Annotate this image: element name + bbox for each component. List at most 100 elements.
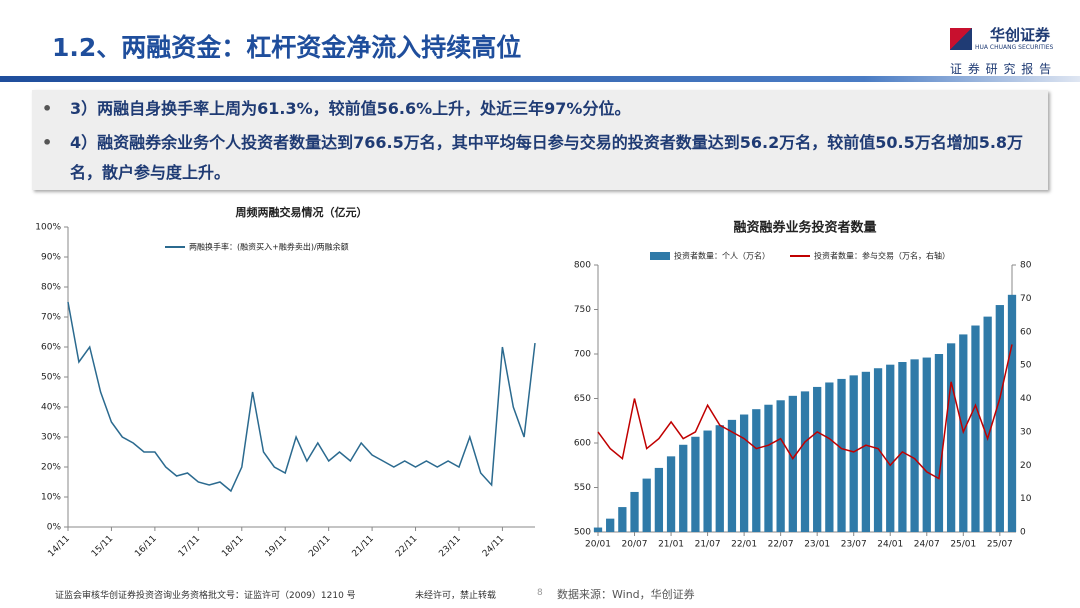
bar bbox=[703, 430, 712, 532]
chart: 融资融券业务投资者数量 500 550 600 650 700 750 800 0 10 20 30 4… bbox=[574, 220, 1032, 550]
x-tick-label: 23/01 bbox=[804, 540, 830, 550]
x-tick-label: 22/11 bbox=[394, 534, 419, 559]
bar bbox=[849, 375, 858, 532]
chart-title: 周频两融交易情况（亿元） bbox=[236, 205, 368, 219]
bar bbox=[727, 419, 737, 532]
bar bbox=[654, 467, 664, 532]
bar bbox=[630, 491, 639, 532]
bar bbox=[922, 357, 931, 532]
x-tick-label: 15/11 bbox=[90, 534, 115, 559]
bar bbox=[813, 386, 822, 532]
y-tick-label: 700 bbox=[574, 350, 591, 360]
bar bbox=[886, 364, 895, 532]
x-tick-label: 20/01 bbox=[585, 540, 611, 550]
x-tick-label: 21/07 bbox=[695, 540, 721, 550]
legend-label: 投资者数量：参与交易（万名，右轴） bbox=[814, 251, 950, 261]
y-tick-label: 80% bbox=[41, 283, 61, 293]
x-tick-label: 22/07 bbox=[768, 540, 794, 550]
bar bbox=[739, 414, 749, 532]
x-tick-label: 17/11 bbox=[177, 534, 202, 559]
x-tick-label: 24/07 bbox=[914, 540, 940, 550]
bar bbox=[752, 409, 761, 532]
bullet: • 4）融资融券余业务个人投资者数量达到766.5万名，其中平均每日参与交易的投资… bbox=[42, 128, 1032, 188]
bar bbox=[873, 368, 883, 532]
x-tick-label: 20/07 bbox=[622, 540, 648, 550]
bar bbox=[800, 391, 810, 532]
bar bbox=[898, 362, 907, 532]
bar bbox=[861, 371, 871, 532]
summary-box: • 3）两融自身换手率上周为61.3%，较前值56.6%上升，处近三年97%分位。… bbox=[32, 90, 1048, 190]
y-tick-label: 20% bbox=[41, 463, 61, 473]
y-tick-label: 80 bbox=[1020, 261, 1032, 271]
bar bbox=[983, 316, 992, 532]
bar bbox=[764, 404, 773, 532]
line-series bbox=[597, 344, 1013, 480]
x-tick-label: 23/11 bbox=[437, 534, 462, 559]
y-tick-label: 50% bbox=[41, 373, 61, 383]
y-tick-label: 100% bbox=[35, 223, 61, 233]
y-tick-label: 70% bbox=[41, 313, 61, 323]
y-tick-label: 30% bbox=[41, 433, 61, 443]
logo-en: HUA CHUANG SECURITIES bbox=[975, 44, 1054, 51]
y-tick-label: 0 bbox=[1020, 528, 1026, 538]
header-rule bbox=[0, 76, 1080, 82]
x-tick-label: 23/07 bbox=[841, 540, 867, 550]
page-number: 8 bbox=[537, 588, 543, 598]
y-tick-label: 30 bbox=[1020, 427, 1032, 437]
legend-label: 投资者数量：个人（万名） bbox=[674, 251, 770, 261]
x-tick-label: 24/01 bbox=[877, 540, 903, 550]
bullet-text: 4）融资融券余业务个人投资者数量达到766.5万名，其中平均每日参与交易的投资者… bbox=[70, 133, 1024, 182]
logo-mark bbox=[950, 28, 972, 50]
bullet: • 3）两融自身换手率上周为61.3%，较前值56.6%上升，处近三年97%分位。 bbox=[42, 94, 1032, 124]
y-tick-label: 0% bbox=[47, 523, 62, 533]
chart-title: 融资融券业务投资者数量 bbox=[733, 220, 876, 236]
x-tick-label: 16/11 bbox=[133, 534, 158, 559]
x-tick-label: 25/07 bbox=[987, 540, 1013, 550]
bar bbox=[606, 518, 615, 532]
bar bbox=[837, 378, 846, 532]
bar bbox=[995, 305, 1004, 532]
bar bbox=[666, 456, 676, 532]
y-tick-label: 500 bbox=[574, 528, 591, 538]
y-tick-label: 20 bbox=[1020, 461, 1032, 471]
y-tick-label: 40 bbox=[1020, 394, 1032, 404]
source: 数据来源：Wind，华创证券 bbox=[557, 588, 695, 601]
x-tick-label: 24/11 bbox=[481, 534, 506, 559]
bar bbox=[910, 359, 919, 532]
bar bbox=[593, 527, 603, 532]
y-tick-label: 60% bbox=[41, 343, 61, 353]
notice: 未经许可，禁止转载 bbox=[415, 591, 497, 601]
y-tick-label: 10 bbox=[1020, 494, 1032, 504]
bar bbox=[946, 343, 956, 532]
x-tick-label: 22/01 bbox=[731, 540, 757, 550]
x-tick-label: 20/11 bbox=[307, 534, 332, 559]
y-tick-label: 650 bbox=[574, 394, 591, 404]
y-tick-label: 550 bbox=[574, 483, 591, 493]
y-tick-label: 50 bbox=[1020, 361, 1032, 371]
slide-title: 1.2、两融资金：杠杆资金净流入持续高位 bbox=[52, 33, 522, 62]
x-tick-label: 25/01 bbox=[950, 540, 976, 550]
license: 证监会审核华创证券投资咨询业务资格批文号：证监许可（2009）1210 号 bbox=[55, 591, 356, 601]
y-tick-label: 600 bbox=[574, 439, 591, 449]
x-tick-label: 21/01 bbox=[658, 540, 684, 550]
y-tick-label: 90% bbox=[41, 253, 61, 263]
bar bbox=[1007, 294, 1017, 532]
legend-label: 两融换手率：(融资买入+融券卖出)/两融余额 bbox=[189, 242, 349, 252]
x-tick-label: 21/11 bbox=[351, 534, 376, 559]
bar bbox=[934, 354, 944, 532]
y-tick-label: 70 bbox=[1020, 294, 1032, 304]
tagline: 证 券 研 究 报 告 bbox=[950, 62, 1053, 76]
bar bbox=[642, 478, 651, 532]
y-tick-label: 60 bbox=[1020, 327, 1032, 337]
legend-swatch bbox=[650, 252, 670, 260]
bar bbox=[679, 444, 688, 532]
bar bbox=[971, 325, 980, 532]
x-tick-label: 18/11 bbox=[220, 534, 245, 559]
bar bbox=[715, 425, 724, 532]
y-tick-label: 750 bbox=[574, 305, 591, 315]
y-tick-label: 40% bbox=[41, 403, 61, 413]
bar bbox=[618, 507, 627, 532]
chart: 周频两融交易情况（亿元） 0% 10% 20% 30% 40% 50% 60% 70% 80% 90… bbox=[35, 205, 536, 559]
line-series bbox=[67, 301, 536, 493]
